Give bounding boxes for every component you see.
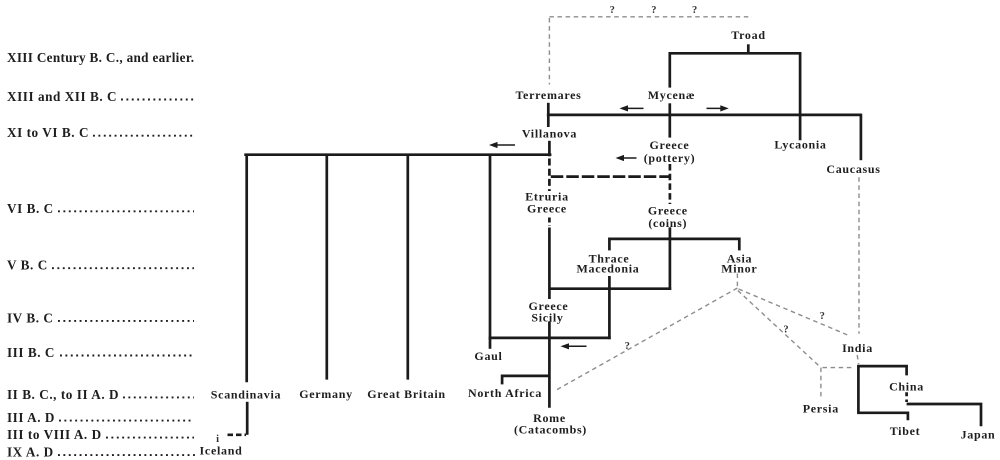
svg-text:Rome: Rome (533, 411, 566, 425)
svg-text:VI B. C: VI B. C (7, 201, 54, 216)
svg-text:Sicily: Sicily (531, 311, 563, 325)
svg-text:Caucasus: Caucasus (826, 162, 880, 176)
svg-text:(pottery): (pottery) (644, 151, 696, 165)
svg-text:Gaul: Gaul (474, 349, 502, 363)
svg-text:III to VIII A. D: III to VIII A. D (7, 427, 102, 442)
svg-text:Germany: Germany (299, 387, 353, 401)
svg-text:Troad: Troad (731, 28, 765, 42)
svg-text:Scandinavia: Scandinavia (211, 388, 281, 402)
svg-text:North Africa: North Africa (468, 386, 542, 400)
svg-text:XIII Century B. C., and earlie: XIII Century B. C., and earlier. (7, 50, 194, 65)
svg-text:Terremares: Terremares (515, 88, 581, 102)
svg-text:V B. C: V B. C (7, 258, 48, 273)
svg-text:Lycaonia: Lycaonia (774, 138, 826, 152)
svg-text:Minor: Minor (721, 262, 757, 276)
svg-text:Greece: Greece (648, 204, 688, 218)
svg-text:i: i (216, 434, 219, 445)
svg-text:Japan: Japan (961, 427, 996, 441)
svg-text:IX A. D: IX A. D (7, 445, 54, 460)
svg-text:?: ? (692, 5, 697, 16)
svg-text:XI to VI B. C: XI to VI B. C (7, 125, 89, 140)
svg-text:Greece: Greece (527, 202, 567, 216)
svg-text:III B. C: III B. C (7, 345, 55, 360)
svg-text:Iceland: Iceland (200, 444, 243, 458)
svg-text:III A. D: III A. D (7, 410, 55, 425)
svg-text:(coins): (coins) (648, 216, 687, 230)
svg-text:IV B. C: IV B. C (7, 310, 53, 325)
svg-text:?: ? (783, 325, 788, 336)
svg-text:?: ? (651, 5, 656, 16)
svg-text:Thrace: Thrace (589, 252, 630, 266)
svg-text:Persia: Persia (803, 402, 839, 416)
svg-text:China: China (889, 380, 924, 394)
svg-text:India: India (842, 341, 873, 355)
svg-text:Greece: Greece (650, 138, 690, 152)
svg-text:XIII and XII B. C: XIII and XII B. C (7, 89, 117, 104)
svg-text:II B. C., to II A. D: II B. C., to II A. D (7, 387, 119, 402)
svg-text:Great Britain: Great Britain (367, 387, 446, 401)
svg-text:?: ? (625, 341, 630, 352)
svg-text:?: ? (610, 5, 615, 16)
svg-text:Tibet: Tibet (890, 424, 921, 438)
svg-text:Greece: Greece (529, 299, 569, 313)
svg-text:Asia: Asia (727, 252, 752, 266)
svg-text:Mycenæ: Mycenæ (648, 88, 696, 102)
svg-text:(Catacombs): (Catacombs) (514, 423, 587, 437)
svg-text:?: ? (820, 311, 825, 322)
svg-text:Villanova: Villanova (522, 127, 577, 141)
svg-text:Macedonia: Macedonia (577, 262, 640, 276)
svg-text:Etruria: Etruria (525, 190, 569, 204)
